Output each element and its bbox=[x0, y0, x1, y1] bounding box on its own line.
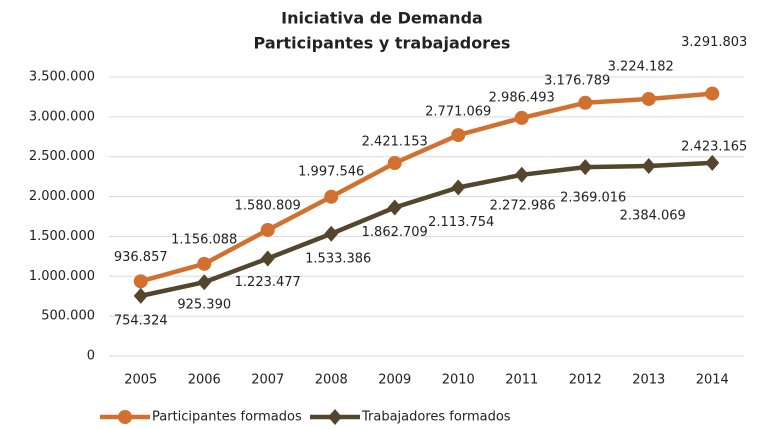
point bbox=[133, 274, 148, 289]
data-label: 3.176.789 bbox=[544, 73, 610, 88]
data-label: 1.997.546 bbox=[298, 164, 364, 179]
data-label: 2.384.069 bbox=[620, 208, 686, 223]
point bbox=[324, 225, 339, 242]
legend-marker bbox=[328, 409, 342, 425]
data-label: 754.324 bbox=[114, 313, 168, 328]
point bbox=[197, 274, 212, 291]
legend-marker bbox=[118, 410, 132, 424]
point bbox=[641, 91, 656, 106]
point bbox=[197, 256, 212, 271]
x-tick-label: 2014 bbox=[696, 373, 729, 388]
legend-label: Participantes formados bbox=[152, 410, 302, 425]
point bbox=[514, 166, 529, 183]
y-tick-label: 500.000 bbox=[41, 309, 95, 324]
x-tick-label: 2006 bbox=[188, 373, 221, 388]
legend-label: Trabajadores formados bbox=[361, 410, 511, 425]
series-line bbox=[140, 160, 713, 299]
point bbox=[324, 189, 339, 204]
data-label: 2.272.986 bbox=[490, 198, 556, 213]
point bbox=[578, 159, 593, 176]
chart-title: Participantes y trabajadores bbox=[254, 34, 511, 53]
data-label: 2.771.069 bbox=[425, 105, 491, 120]
data-label: 2.113.754 bbox=[428, 215, 494, 230]
point bbox=[451, 128, 466, 143]
y-tick-label: 2.000.000 bbox=[29, 189, 95, 204]
data-label: 3.224.182 bbox=[608, 59, 674, 74]
point bbox=[260, 222, 275, 237]
x-tick-label: 2009 bbox=[378, 373, 411, 388]
chart-title: Iniciativa de Demanda bbox=[281, 9, 483, 28]
point bbox=[705, 154, 720, 171]
point bbox=[387, 199, 402, 216]
data-label: 1.156.088 bbox=[171, 232, 237, 247]
x-tick-label: 2005 bbox=[124, 373, 157, 388]
point bbox=[451, 179, 466, 196]
point bbox=[133, 287, 148, 304]
y-tick-label: 3.500.000 bbox=[29, 70, 95, 85]
y-tick-label: 1.500.000 bbox=[29, 229, 95, 244]
x-tick-label: 2013 bbox=[632, 373, 665, 388]
data-label: 1.223.477 bbox=[235, 275, 301, 290]
y-tick-label: 0 bbox=[87, 349, 95, 364]
data-label: 1.862.709 bbox=[362, 225, 428, 240]
data-label: 2.986.493 bbox=[489, 90, 555, 105]
y-tick-label: 3.000.000 bbox=[29, 109, 95, 124]
data-label: 2.421.153 bbox=[362, 134, 428, 149]
data-label: 2.369.016 bbox=[560, 191, 626, 206]
point bbox=[578, 95, 593, 110]
x-tick-label: 2010 bbox=[442, 373, 475, 388]
point bbox=[387, 155, 402, 170]
y-tick-label: 2.500.000 bbox=[29, 149, 95, 164]
data-label: 1.533.386 bbox=[305, 251, 371, 266]
data-label: 1.580.809 bbox=[235, 198, 301, 213]
point bbox=[514, 110, 529, 125]
x-tick-label: 2007 bbox=[251, 373, 284, 388]
data-label: 936.857 bbox=[114, 250, 168, 265]
point bbox=[705, 86, 720, 101]
x-tick-label: 2012 bbox=[569, 373, 602, 388]
point bbox=[260, 250, 275, 267]
data-label: 2.423.165 bbox=[681, 139, 747, 154]
x-tick-label: 2011 bbox=[505, 373, 538, 388]
data-label: 925.390 bbox=[177, 298, 231, 313]
data-label: 3.291.803 bbox=[681, 35, 747, 50]
point bbox=[641, 157, 656, 174]
y-tick-label: 1.000.000 bbox=[29, 269, 95, 284]
series-line bbox=[140, 91, 713, 284]
x-tick-label: 2008 bbox=[315, 373, 348, 388]
